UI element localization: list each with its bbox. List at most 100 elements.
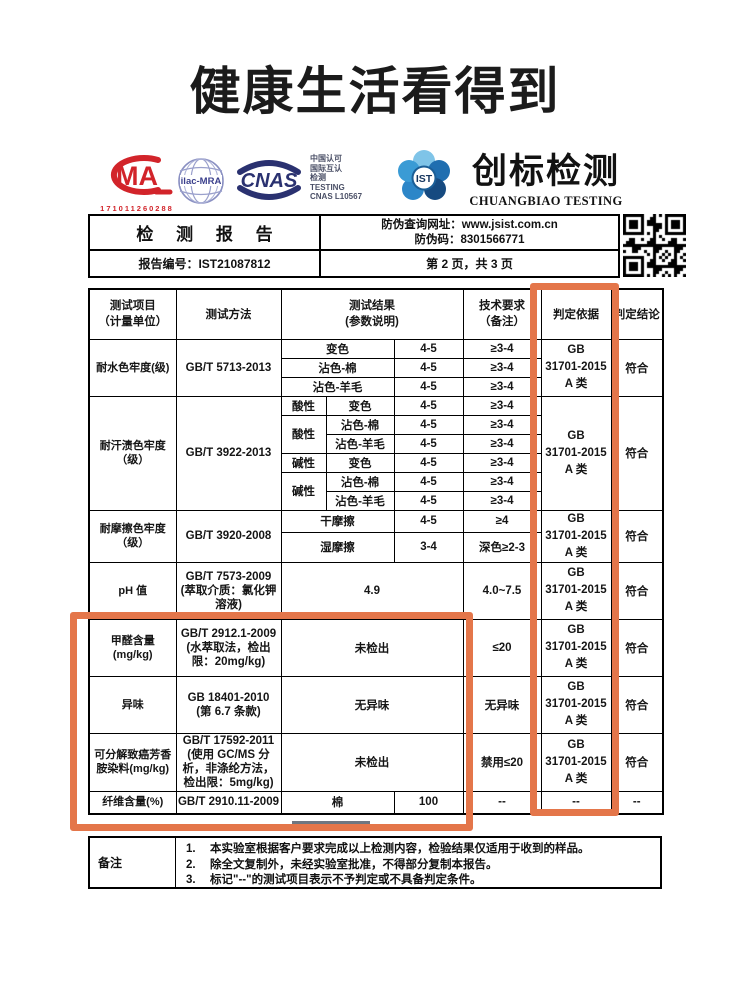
- accreditation-line: 中国认可: [310, 154, 342, 163]
- accreditation-line: 检测: [310, 173, 326, 182]
- result-value: 无异味: [280, 675, 464, 734]
- table-row: 可分解致癌芳香胺染料(mg/kg) GB/T 17592-2011 (使用 GC…: [88, 732, 664, 792]
- result-value: 4-5: [393, 433, 464, 454]
- requirement: ≥4: [462, 509, 542, 533]
- verdict: 符合: [610, 618, 664, 677]
- ist-logo: IST: [394, 148, 454, 213]
- lab-name-cn: 创标检测: [471, 152, 620, 191]
- accreditation-line: 国际互认: [310, 163, 342, 173]
- param-label: 沾色-羊毛: [325, 433, 395, 454]
- header-test-method: 测试方法: [175, 288, 282, 340]
- item-fiber-content: 纤维含量(%): [88, 790, 177, 815]
- header-judgment-conclusion: 判定结论: [610, 288, 664, 340]
- anti-fake-url: 防伪查询网址：www.jsist.com.cn: [381, 218, 558, 231]
- page-title: 健康生活看得到: [189, 63, 561, 120]
- svg-text:MA: MA: [116, 161, 158, 191]
- lab-brand: 创标检测 CHUANGBIAO TESTING: [466, 152, 626, 209]
- remarks-section: 备注 1. 本实验室根据客户要求完成以上检测内容，检验结果仅适用于收到的样品。 …: [88, 836, 662, 889]
- requirement: ≥3-4: [462, 357, 542, 378]
- result-value: 4-5: [393, 357, 464, 378]
- anti-fake-info: 防伪查询网址：www.jsist.com.cn 防伪码：8301566771: [321, 216, 618, 251]
- table-row: 耐摩擦色牢度（级） GB/T 3920-2008 干摩擦 4-5 ≥4 GB 3…: [88, 509, 664, 563]
- table-row: 沾色-羊毛 4-5 ≥3-4: [89, 490, 663, 511]
- table-row: 异味 GB 18401-2010 (第 6.7 条款) 无异味 无异味 GB 3…: [88, 675, 664, 734]
- remarks-label: 备注: [90, 838, 176, 887]
- verdict: 符合: [610, 338, 664, 397]
- result-value: 100: [393, 790, 464, 815]
- verdict: 符合: [610, 395, 664, 511]
- remark-item: 2. 除全文复制外，未经实验室批准，不得部分复制本报告。: [186, 858, 498, 871]
- certification-logo-strip: MA 171011260288 ilac-MRA CNAS 中国: [0, 146, 750, 218]
- report-title: 检 测 报 告: [90, 216, 321, 251]
- requirement: ≥3-4: [462, 490, 542, 511]
- results-table: 测试项目 （计量单位） 测试方法 测试结果 (参数说明) 技术要求 （备注） 判…: [88, 288, 664, 815]
- cnas-mark-icon: CNAS: [237, 160, 301, 200]
- table-row: 耐水色牢度(级) GB/T 5713-2013 变色 4-5 ≥3-4 GB 3…: [88, 338, 664, 397]
- accreditation-line: CNAS L10567: [310, 192, 363, 201]
- remark-item: 1. 本实验室根据客户要求完成以上检测内容，检验结果仅适用于收到的样品。: [186, 843, 590, 855]
- remarks-body: 1. 本实验室根据客户要求完成以上检测内容，检验结果仅适用于收到的样品。 2. …: [176, 838, 660, 887]
- qr-code: [623, 214, 686, 277]
- remark-item: 3. 标记"--"的测试项目表示不予判定或不具备判定条件。: [186, 874, 482, 886]
- requirement: ≥3-4: [462, 338, 542, 359]
- table-row: 碱性 沾色-棉 4-5 ≥3-4: [89, 471, 663, 511]
- cma-certificate-number: 171011260288: [100, 204, 174, 213]
- param-label: 变色: [325, 395, 395, 416]
- method-aromatic-amine: GB/T 17592-2011 (使用 GC/MS 分析，非涤纶方法，检出限：5…: [175, 732, 282, 792]
- param-label: 沾色-棉: [280, 357, 395, 378]
- result-value: 4-5: [393, 509, 464, 533]
- cnas-logo: CNAS: [232, 158, 306, 207]
- verdict: 符合: [610, 509, 664, 563]
- requirement: ≥3-4: [462, 452, 542, 473]
- ist-swirl-icon: IST: [398, 150, 450, 200]
- judgment-basis: GB 31701-2015 A 类: [540, 732, 612, 792]
- requirement: ≥3-4: [462, 433, 542, 454]
- param-label: 沾色-羊毛: [280, 376, 395, 397]
- method-sweat-fastness: GB/T 3922-2013: [175, 395, 282, 511]
- result-value: 4-5: [393, 452, 464, 473]
- method-water-fastness: GB/T 5713-2013: [175, 338, 282, 397]
- svg-text:CNAS: CNAS: [241, 170, 298, 192]
- judgment-basis: GB 31701-2015 A 类: [540, 675, 612, 734]
- param-label: 沾色-棉: [325, 414, 395, 435]
- judgment-basis: GB 31701-2015 A 类: [540, 509, 612, 563]
- header-test-item: 测试项目 （计量单位）: [88, 288, 177, 340]
- requirement: --: [462, 790, 542, 815]
- table-row: 沾色-羊毛 4-5 ≥3-4: [89, 376, 663, 397]
- header-judgment-basis: 判定依据: [540, 288, 612, 340]
- table-row: 纤维含量(%) GB/T 2910.11-2009 棉 100 -- -- --: [88, 790, 664, 815]
- param-label: 沾色-棉: [325, 471, 395, 492]
- header-tech-requirement: 技术要求 （备注）: [462, 288, 542, 340]
- verdict: 符合: [610, 732, 664, 792]
- svg-text:ilac-MRA: ilac-MRA: [181, 176, 222, 187]
- result-value: 4-5: [393, 338, 464, 359]
- requirement: ≥3-4: [462, 376, 542, 397]
- table-row: 沾色-羊毛 4-5 ≥3-4: [89, 433, 663, 454]
- judgment-basis: GB 31701-2015 A 类: [540, 338, 612, 397]
- method-odor: GB 18401-2010 (第 6.7 条款): [175, 675, 282, 734]
- table-header-row: 测试项目 （计量单位） 测试方法 测试结果 (参数说明) 技术要求 （备注） 判…: [88, 288, 664, 340]
- page-indicator: 第 2 页，共 3 页: [426, 257, 513, 271]
- method-fiber-content: GB/T 2910.11-2009: [175, 790, 282, 815]
- param-label: 变色: [280, 338, 395, 359]
- result-value: 4-5: [393, 414, 464, 435]
- item-rub-fastness: 耐摩擦色牢度（级）: [88, 509, 177, 563]
- ilac-mra-globe-icon: ilac-MRA: [178, 158, 224, 204]
- requirement: ≥3-4: [462, 395, 542, 416]
- cma-mark-icon: MA: [110, 155, 173, 195]
- group-acid: 酸性: [280, 395, 327, 416]
- param-label: 变色: [325, 452, 395, 473]
- anti-fake-code: 防伪码：8301566771: [414, 233, 525, 246]
- result-value: 4-5: [393, 471, 464, 492]
- item-ph: pH 值: [88, 561, 177, 620]
- requirement: 深色≥2-3: [462, 531, 542, 563]
- judgment-basis: GB 31701-2015 A 类: [540, 395, 612, 511]
- method-formaldehyde: GB/T 2912.1-2009 (水萃取法，检出限：20mg/kg): [175, 618, 282, 677]
- header-test-result: 测试结果 (参数说明): [280, 288, 464, 340]
- report-number: 报告编号：IST21087812: [90, 251, 321, 276]
- accreditation-text: 中国认可 国际互认 检测 TESTING CNAS L10567: [310, 154, 362, 202]
- method-ph: GB/T 7573-2009 (萃取介质：氯化钾溶液): [175, 561, 282, 620]
- requirement: 无异味: [462, 675, 542, 734]
- group-alkali: 碱性: [280, 471, 327, 511]
